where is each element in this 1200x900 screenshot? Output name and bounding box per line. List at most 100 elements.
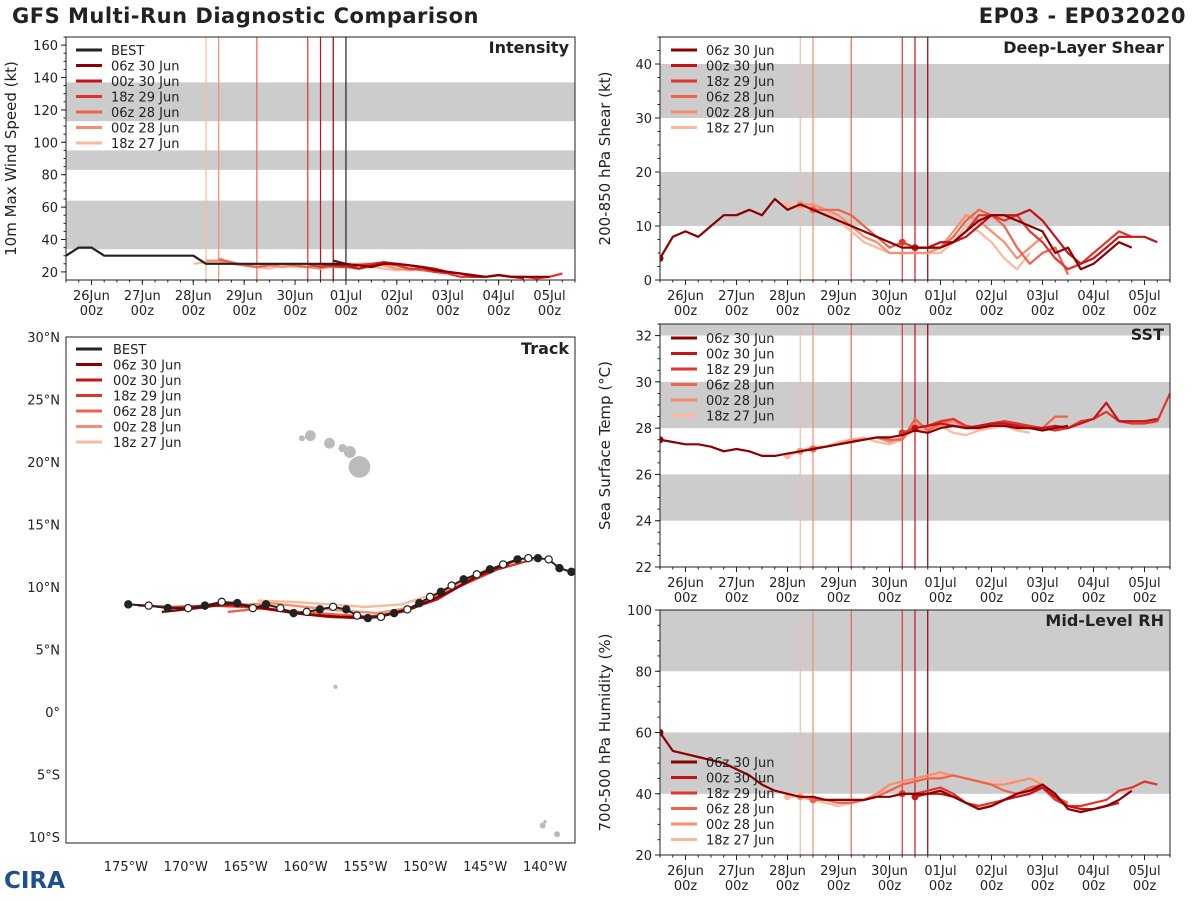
track-lat-label: 20°N xyxy=(27,456,60,471)
intensity-legend-label: 00z 28 Jun xyxy=(111,122,180,137)
island-7 xyxy=(539,822,546,829)
track-best-point xyxy=(342,605,351,614)
rh-panel: 2040608010026Jun00z27Jun00z28Jun00z29Jun… xyxy=(596,604,1171,894)
rh-xtick-day: 28Jun xyxy=(769,864,806,879)
track-best-point xyxy=(248,603,258,613)
intensity-ytick-label: 120 xyxy=(33,104,58,119)
intensity-xtick-hour: 00z xyxy=(487,304,511,319)
track-best-point xyxy=(403,605,412,614)
track-lat-label: 10°N xyxy=(27,581,60,596)
intensity-xtick-hour: 00z xyxy=(538,304,562,319)
sst-series-18z-29-jun xyxy=(901,392,1170,434)
track-best-point xyxy=(200,601,210,610)
track-title: Track xyxy=(521,339,569,358)
rh-xtick-hour: 00z xyxy=(674,879,698,894)
island-0 xyxy=(304,430,316,442)
track-best-point xyxy=(472,570,481,579)
shear-xtick-day: 02Jul xyxy=(975,289,1007,304)
track-lon-label: 140°W xyxy=(523,860,567,875)
shear-ytick-label: 20 xyxy=(635,166,652,181)
page-title: GFS Multi-Run Diagnostic Comparison xyxy=(12,4,479,28)
intensity-xtick-hour: 00z xyxy=(80,304,104,319)
shear-xtick-day: 27Jun xyxy=(718,289,755,304)
intensity-series-06z-30-jun xyxy=(332,259,550,278)
sst-xtick-hour: 00z xyxy=(980,591,1004,606)
shear-xtick-day: 04Jul xyxy=(1077,289,1109,304)
sst-xtick-day: 02Jul xyxy=(975,576,1007,591)
shear-xtick-day: 30Jun xyxy=(871,289,908,304)
sst-xtick-hour: 00z xyxy=(1133,591,1157,606)
shear-ytick-label: 30 xyxy=(635,112,652,127)
rh-init-point-06z-30-jun xyxy=(660,729,664,736)
intensity-xtick-hour: 00z xyxy=(182,304,206,319)
island-4 xyxy=(348,456,371,478)
track-best-point xyxy=(261,600,271,609)
rh-xtick-hour: 00z xyxy=(878,879,902,894)
rh-legend-label: 18z 29 Jun xyxy=(706,787,775,802)
sst-xtick-hour: 00z xyxy=(878,591,902,606)
shear-init-point-06z-30-jun xyxy=(660,254,664,262)
track-lon-label: 160°W xyxy=(283,860,327,875)
intensity-xtick-day: 28Jun xyxy=(175,289,212,304)
track-panel: 10°S 5°S 0° 5°N 10°N 15°N 20°N 25°N 30°N 175°W 170… xyxy=(27,331,576,875)
sst-ytick-label: 26 xyxy=(635,468,652,483)
sst-xtick-hour: 00z xyxy=(929,591,953,606)
shear-legend-label: 00z 28 Jun xyxy=(706,106,775,121)
intensity-xtick-day: 04Jul xyxy=(483,289,515,304)
track-lat-label: 30°N xyxy=(27,331,60,346)
shear-xtick-day: 29Jun xyxy=(820,289,857,304)
rh-xtick-hour: 00z xyxy=(776,879,800,894)
intensity-legend-label: 00z 30 Jun xyxy=(111,75,180,90)
intensity-xtick-hour: 00z xyxy=(385,304,409,319)
track-best-point xyxy=(415,598,424,608)
rh-xtick-hour: 00z xyxy=(1133,879,1157,894)
track-best-point xyxy=(328,602,338,612)
track-frame xyxy=(65,336,576,844)
rh-xtick-day: 29Jun xyxy=(820,864,857,879)
track-best-point xyxy=(217,597,226,607)
track-lat-label: 5°N xyxy=(36,643,61,658)
sst-legend-label: 18z 29 Jun xyxy=(706,363,775,378)
track-best-point xyxy=(315,605,325,614)
track-forecast-18z-27-jun xyxy=(257,561,510,609)
track-lon-label: 145°W xyxy=(463,860,507,875)
intensity-panel: 2040608010012014016026Jun00z27Jun00z28Ju… xyxy=(2,36,576,319)
shear-panel: 01020304026Jun00z27Jun00z28Jun00z29Jun00… xyxy=(596,36,1171,319)
track-content xyxy=(124,430,575,838)
track-legend-label: 18z 27 Jun xyxy=(113,436,182,451)
shear-ytick-label: 0 xyxy=(644,274,652,289)
shear-series-group xyxy=(660,197,1158,276)
intensity-xtick-day: 26Jun xyxy=(73,289,110,304)
sst-xtick-day: 04Jul xyxy=(1077,576,1109,591)
intensity-ytick-label: 160 xyxy=(33,39,58,54)
sst-legend-label: 06z 30 Jun xyxy=(706,332,775,347)
sst-series-06z-30-jun xyxy=(660,424,1069,457)
shear-title: Deep-Layer Shear xyxy=(1003,38,1164,57)
intensity-legend-label: 18z 29 Jun xyxy=(111,91,180,106)
sst-xtick-day: 28Jun xyxy=(769,576,806,591)
rh-xtick-day: 02Jul xyxy=(975,864,1007,879)
shear-xtick-hour: 00z xyxy=(776,304,800,319)
sst-ytick-label: 28 xyxy=(635,422,652,437)
track-best-point xyxy=(389,608,399,618)
track-lat-label: 25°N xyxy=(27,393,60,408)
rh-ytick-label: 80 xyxy=(635,665,652,680)
track-best-point xyxy=(124,600,133,609)
rh-series-06z-30-jun xyxy=(660,731,1133,814)
intensity-xtick-day: 03Jul xyxy=(432,289,464,304)
rh-ytick-label: 60 xyxy=(635,727,652,742)
rh-xtick-day: 26Jun xyxy=(667,864,704,879)
intensity-ytick-label: 60 xyxy=(41,201,58,216)
rh-ytick-label: 20 xyxy=(635,849,652,864)
rh-legend-label: 18z 27 Jun xyxy=(706,834,775,849)
shear-series-00z-28-jun xyxy=(800,203,1044,260)
track-best-point xyxy=(289,608,298,618)
track-lon-label: 155°W xyxy=(343,860,387,875)
track-best-point xyxy=(352,611,362,620)
intensity-xtick-day: 27Jun xyxy=(124,289,161,304)
track-legend-label: BEST xyxy=(113,343,146,358)
intensity-ytick-label: 100 xyxy=(33,136,58,151)
intensity-legend-label: BEST xyxy=(111,44,144,59)
sst-legend-label: 06z 28 Jun xyxy=(706,379,775,394)
storm-id: EP03 - EP032020 xyxy=(978,4,1186,28)
